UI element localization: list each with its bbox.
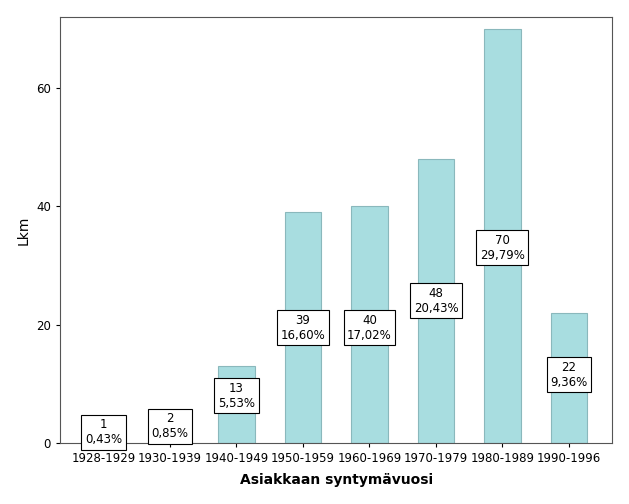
Text: 70
29,79%: 70 29,79% <box>480 233 525 262</box>
Bar <box>85 437 122 443</box>
Bar <box>484 29 521 443</box>
Text: 1
0,43%: 1 0,43% <box>85 418 122 447</box>
Bar <box>152 431 188 443</box>
Text: 40
17,02%: 40 17,02% <box>347 313 392 342</box>
Bar <box>285 212 321 443</box>
Text: 39
16,60%: 39 16,60% <box>281 313 325 342</box>
Text: 22
9,36%: 22 9,36% <box>550 361 587 389</box>
X-axis label: Asiakkaan syntymävuosi: Asiakkaan syntymävuosi <box>240 473 433 487</box>
Bar <box>418 159 454 443</box>
Text: 48
20,43%: 48 20,43% <box>414 287 459 315</box>
Bar <box>351 206 387 443</box>
Y-axis label: Lkm: Lkm <box>16 215 31 244</box>
Text: 2
0,85%: 2 0,85% <box>152 412 189 440</box>
Text: 13
5,53%: 13 5,53% <box>218 382 255 410</box>
Bar <box>218 366 255 443</box>
Bar <box>550 312 587 443</box>
